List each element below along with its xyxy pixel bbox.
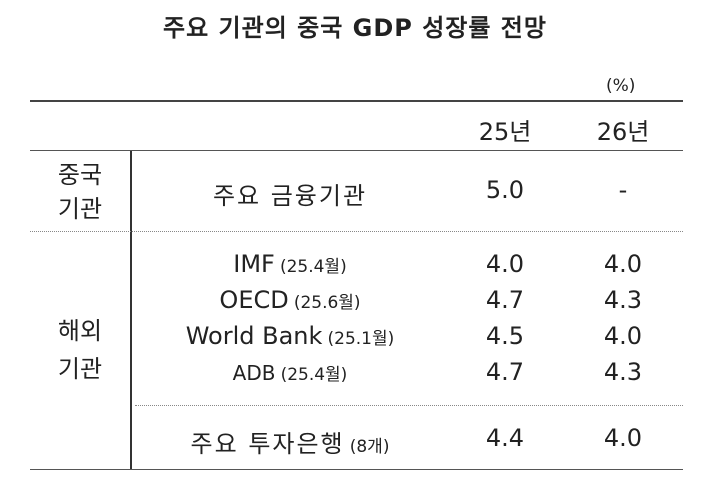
cell-25: 4.5 (485, 322, 525, 350)
table-row: IMF (25.4월) (135, 250, 445, 278)
cell-26: 4.3 (603, 286, 643, 314)
unit-label: (%) (606, 76, 636, 96)
row-name: 주요 투자은행 (190, 430, 345, 458)
cell-26: - (618, 176, 628, 204)
row-name: 주요 금융기관 (212, 182, 368, 210)
cell-25: 4.0 (485, 250, 525, 278)
table-row: ADB (25.4월) (135, 360, 445, 385)
cell-26: 4.0 (603, 322, 643, 350)
group-label-line: 기관 (57, 195, 103, 223)
row-note: (25.6월) (293, 293, 361, 313)
table-row: 주요 투자은행 (8개) (135, 424, 445, 459)
column-header-25: 25년 (478, 118, 532, 146)
column-header-26: 26년 (596, 118, 650, 146)
cell-26: 4.0 (603, 424, 643, 452)
row-name: IMF (233, 250, 275, 278)
table-row: OECD (25.6월) (135, 286, 445, 314)
group-label-line: 해외 (57, 317, 103, 345)
page-title: 주요 기관의 중국 GDP 성장률 전망 (163, 14, 547, 42)
row-note: (25.4월) (280, 365, 348, 385)
row-name: World Bank (185, 322, 323, 350)
table-top-border (30, 100, 683, 102)
group-divider (30, 231, 683, 232)
cell-26: 4.3 (603, 358, 643, 386)
group-label-overseas: 해외 기관 (30, 312, 130, 388)
row-note: (8개) (349, 437, 390, 457)
subgroup-divider (135, 405, 683, 406)
row-name: ADB (232, 361, 276, 385)
group-label-line: 기관 (57, 355, 103, 383)
table-bottom-border (30, 469, 683, 470)
vertical-divider (130, 151, 132, 470)
cell-25: 4.7 (485, 286, 525, 314)
cell-25: 4.4 (485, 424, 525, 452)
row-note: (25.1월) (327, 329, 395, 349)
row-note: (25.4월) (279, 257, 347, 277)
group-label-line: 중국 (57, 161, 103, 189)
cell-26: 4.0 (603, 250, 643, 278)
cell-25: 4.7 (485, 358, 525, 386)
row-name: OECD (219, 286, 289, 314)
table-row: World Bank (25.1월) (135, 322, 445, 350)
group-label-china: 중국 기관 (30, 158, 130, 226)
header-divider (30, 150, 683, 151)
cell-25: 5.0 (485, 176, 525, 204)
